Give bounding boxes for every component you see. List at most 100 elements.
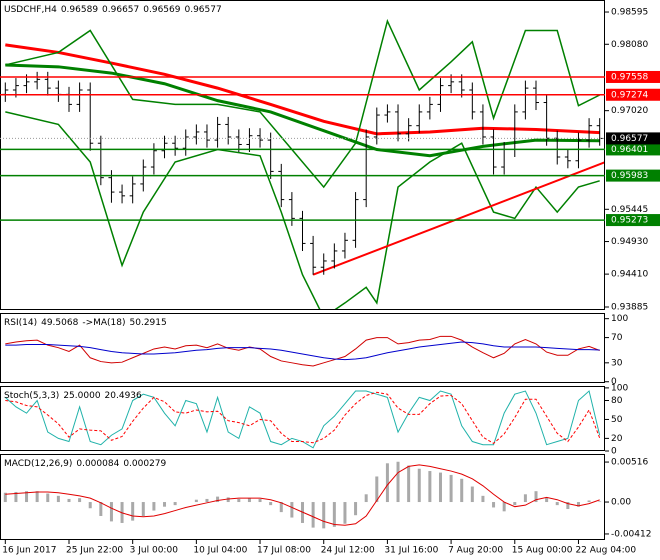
header-item: 0.000279 — [123, 459, 166, 469]
level-tag — [606, 88, 660, 101]
histogram-bar — [131, 502, 135, 521]
histogram-bar — [428, 471, 432, 503]
header-item: 20.4936 — [105, 391, 142, 401]
x-tick-label: 16 Jun 2017 — [2, 546, 56, 556]
y-tick-label: 0.95445 — [611, 205, 648, 215]
histogram-bar — [438, 472, 442, 503]
histogram-bar — [470, 486, 474, 503]
histogram-bar — [237, 498, 241, 503]
histogram-bar — [354, 502, 358, 516]
y-tick-label: 0.98595 — [611, 8, 648, 18]
histogram-bar — [226, 497, 230, 503]
histogram-bar — [78, 498, 82, 503]
histogram-bar — [152, 502, 156, 511]
histogram-bar — [25, 491, 29, 503]
indicator-line — [5, 391, 601, 445]
histogram-bar — [163, 502, 167, 507]
level-tag — [606, 143, 660, 156]
panel-frame — [0, 386, 605, 451]
y-tick-label: 0.94930 — [611, 237, 648, 247]
panel-header: Stoch(5,3,3) 25.0000 20.4936 — [4, 391, 142, 401]
histogram-bar — [279, 502, 283, 513]
header-item: USDCHF,H4 — [4, 5, 57, 15]
header-item: 49.5068 — [41, 318, 78, 328]
histogram-bar — [332, 502, 336, 527]
moving-line — [5, 111, 600, 310]
y-tick-label: 0.97020 — [611, 106, 648, 116]
header-item: 50.2915 — [130, 318, 167, 328]
histogram-bar — [417, 468, 421, 503]
x-tick-label: 25 Jun 22:00 — [66, 546, 123, 556]
y-tick-label: 0.00516 — [611, 458, 648, 468]
level-label: 0.97274 — [611, 90, 648, 100]
level-label: 0.95273 — [611, 216, 648, 226]
header-item: 0.000084 — [76, 459, 119, 469]
histogram-bar — [555, 502, 559, 506]
histogram-bar — [247, 498, 251, 503]
y-tick-label: 30 — [611, 358, 623, 368]
moving-line — [5, 63, 600, 158]
histogram-bar — [14, 491, 18, 503]
y-tick-label: 100 — [611, 314, 628, 324]
y-tick-label: 50 — [611, 415, 623, 425]
level-tag — [606, 169, 660, 182]
histogram-bar — [534, 491, 538, 503]
histogram-bar — [46, 493, 50, 503]
last-price-label: 0.96577 — [611, 134, 648, 144]
histogram-bar — [407, 465, 411, 503]
y-tick-label: 80 — [611, 396, 623, 406]
x-tick-label: 22 Aug 04:00 — [575, 546, 636, 556]
y-tick-label: -0.00412 — [611, 529, 651, 539]
histogram-bar — [576, 502, 580, 507]
histogram-bar — [322, 502, 326, 529]
histogram-bar — [364, 494, 368, 503]
histogram-bar — [290, 502, 294, 518]
histogram-bar — [481, 495, 485, 503]
header-item: 25.0000 — [63, 391, 100, 401]
histogram-bar — [3, 492, 7, 503]
header-item: ->MA(18) — [82, 318, 125, 328]
histogram-bar — [492, 502, 496, 508]
histogram-bar — [523, 494, 527, 503]
y-tick-label: 100 — [611, 383, 628, 393]
level-label: 0.97558 — [611, 72, 648, 82]
indicator-line — [5, 341, 600, 361]
trend-line — [312, 161, 605, 276]
histogram-bar — [109, 502, 113, 522]
header-item: MACD(12,26,9) — [4, 459, 72, 469]
y-tick-label: 0 — [611, 377, 617, 387]
histogram-bar — [385, 463, 389, 503]
x-tick-label: 7 Aug 20:00 — [448, 546, 503, 556]
histogram-bar — [513, 502, 517, 506]
header-item: 0.96569 — [143, 5, 180, 15]
histogram-bar — [67, 498, 71, 503]
histogram-bar — [449, 474, 453, 503]
histogram-bar — [35, 491, 39, 503]
y-tick-label: 0.98080 — [611, 40, 648, 50]
header-item: 0.96657 — [102, 5, 139, 15]
x-tick-label: 31 Jul 16:00 — [384, 546, 438, 556]
panel-plot — [2, 18, 605, 310]
header-item: 0.96589 — [61, 5, 98, 15]
last-price-tag — [606, 132, 660, 145]
histogram-bar — [99, 502, 103, 516]
histogram-bar — [194, 499, 198, 503]
histogram-bar — [396, 461, 400, 503]
y-tick-label: 0 — [611, 447, 617, 457]
header-item: Stoch(5,3,3) — [4, 391, 59, 401]
histogram-bar — [216, 496, 220, 503]
x-tick-label: 17 Jul 08:00 — [257, 546, 311, 556]
histogram-bar — [566, 502, 570, 510]
histogram-bar — [460, 478, 464, 503]
level-tag — [606, 70, 660, 83]
histogram-bar — [205, 498, 209, 503]
histogram-bar — [587, 500, 591, 503]
panel-header: RSI(14) 49.5068 ->MA(18) 50.2915 — [4, 318, 167, 328]
panel-plot — [3, 461, 602, 529]
histogram-bar — [545, 497, 549, 503]
panel-header: USDCHF,H4 0.96589 0.96657 0.96569 0.96577 — [4, 5, 222, 15]
level-tag — [606, 214, 660, 227]
moving-line — [5, 43, 600, 136]
